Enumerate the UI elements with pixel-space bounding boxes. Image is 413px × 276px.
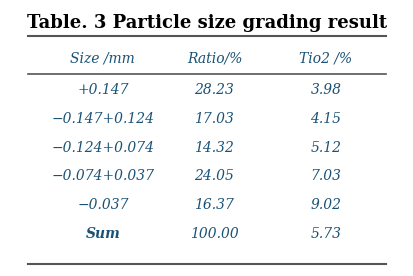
Text: 14.32: 14.32 <box>194 140 234 155</box>
Text: −0.074+0.037: −0.074+0.037 <box>51 169 154 183</box>
Text: 5.73: 5.73 <box>310 227 341 241</box>
Text: 4.15: 4.15 <box>310 112 341 126</box>
Text: +0.147: +0.147 <box>77 83 128 97</box>
Text: 7.03: 7.03 <box>310 169 341 183</box>
Text: 28.23: 28.23 <box>194 83 234 97</box>
Text: −0.037: −0.037 <box>77 198 128 212</box>
Text: 16.37: 16.37 <box>194 198 234 212</box>
Text: Size /mm: Size /mm <box>70 52 135 66</box>
Text: 5.12: 5.12 <box>310 140 341 155</box>
Text: 3.98: 3.98 <box>310 83 341 97</box>
Text: −0.124+0.074: −0.124+0.074 <box>51 140 154 155</box>
Text: Table. 3 Particle size grading result: Table. 3 Particle size grading result <box>27 14 386 32</box>
Text: Ratio/%: Ratio/% <box>186 52 242 66</box>
Text: 17.03: 17.03 <box>194 112 234 126</box>
Text: 100.00: 100.00 <box>190 227 238 241</box>
Text: −0.147+0.124: −0.147+0.124 <box>51 112 154 126</box>
Text: Tio2 /%: Tio2 /% <box>299 52 352 66</box>
Text: Sum: Sum <box>85 227 120 241</box>
Text: 9.02: 9.02 <box>310 198 341 212</box>
Text: 24.05: 24.05 <box>194 169 234 183</box>
